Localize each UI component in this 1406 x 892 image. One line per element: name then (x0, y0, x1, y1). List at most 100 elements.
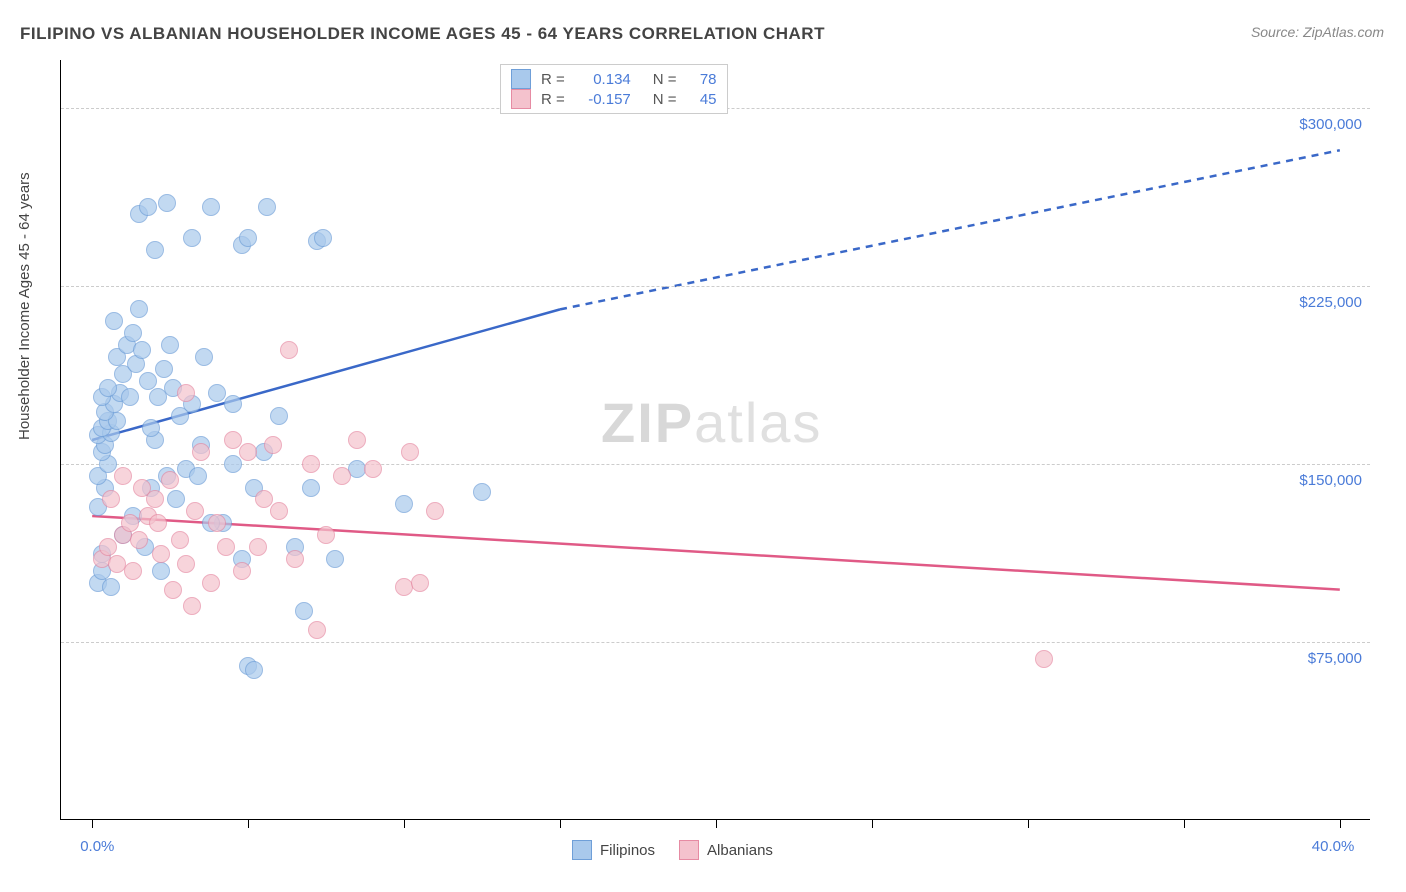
scatter-point (195, 348, 213, 366)
scatter-point (121, 514, 139, 532)
scatter-point (326, 550, 344, 568)
scatter-point (233, 562, 251, 580)
scatter-point (239, 229, 257, 247)
scatter-point (208, 384, 226, 402)
scatter-point (114, 467, 132, 485)
scatter-point (152, 545, 170, 563)
scatter-point (317, 526, 335, 544)
x-tick (1184, 820, 1185, 828)
scatter-point (167, 490, 185, 508)
x-tick (404, 820, 405, 828)
gridline (61, 286, 1370, 287)
scatter-point (239, 443, 257, 461)
x-tick (92, 820, 93, 828)
y-tick-label: $150,000 (1299, 472, 1362, 489)
scatter-point (333, 467, 351, 485)
correlation-legend: R = 0.134 N = 78R = -0.157 N = 45 (500, 64, 728, 114)
scatter-point (146, 241, 164, 259)
scatter-point (208, 514, 226, 532)
scatter-point (161, 336, 179, 354)
n-label: N = (653, 71, 677, 88)
scatter-point (124, 324, 142, 342)
scatter-point (99, 538, 117, 556)
scatter-point (202, 574, 220, 592)
scatter-point (186, 502, 204, 520)
trend-line (92, 516, 1340, 590)
x-tick-label: 0.0% (80, 838, 114, 855)
x-tick (716, 820, 717, 828)
scatter-point (130, 531, 148, 549)
scatter-point (133, 341, 151, 359)
legend-label: Albanians (707, 842, 773, 859)
scatter-point (177, 555, 195, 573)
scatter-point (133, 479, 151, 497)
legend-swatch (511, 69, 531, 89)
plot-area: ZIPatlas $75,000$150,000$225,000$300,000… (60, 60, 1370, 820)
scatter-point (308, 621, 326, 639)
scatter-point (177, 384, 195, 402)
scatter-point (224, 455, 242, 473)
scatter-point (124, 562, 142, 580)
gridline (61, 642, 1370, 643)
scatter-point (121, 388, 139, 406)
scatter-point (217, 538, 235, 556)
scatter-point (155, 360, 173, 378)
legend-item: Filipinos (572, 840, 655, 860)
scatter-point (224, 431, 242, 449)
scatter-point (302, 455, 320, 473)
scatter-point (102, 578, 120, 596)
scatter-point (295, 602, 313, 620)
scatter-point (183, 597, 201, 615)
x-tick-label: 40.0% (1312, 838, 1355, 855)
scatter-point (280, 341, 298, 359)
legend-item: Albanians (679, 840, 773, 860)
scatter-point (249, 538, 267, 556)
trend-lines (61, 60, 1371, 820)
n-value: 45 (687, 91, 717, 108)
scatter-point (192, 443, 210, 461)
gridline (61, 464, 1370, 465)
n-value: 78 (687, 71, 717, 88)
scatter-point (473, 483, 491, 501)
r-value: 0.134 (575, 71, 631, 88)
scatter-point (426, 502, 444, 520)
scatter-point (348, 431, 366, 449)
scatter-point (202, 198, 220, 216)
scatter-point (158, 194, 176, 212)
legend-row: R = 0.134 N = 78 (511, 69, 717, 89)
n-label: N = (653, 91, 677, 108)
scatter-point (395, 495, 413, 513)
legend-swatch (572, 840, 592, 860)
scatter-point (152, 562, 170, 580)
legend-swatch (511, 89, 531, 109)
scatter-point (364, 460, 382, 478)
scatter-point (149, 514, 167, 532)
x-tick (1028, 820, 1029, 828)
scatter-point (302, 479, 320, 497)
x-tick (1340, 820, 1341, 828)
scatter-point (255, 490, 273, 508)
scatter-point (411, 574, 429, 592)
scatter-point (164, 581, 182, 599)
scatter-point (314, 229, 332, 247)
scatter-point (130, 300, 148, 318)
scatter-point (264, 436, 282, 454)
r-value: -0.157 (575, 91, 631, 108)
scatter-point (1035, 650, 1053, 668)
scatter-point (189, 467, 207, 485)
r-label: R = (541, 71, 565, 88)
series-legend: Filipinos Albanians (572, 840, 773, 860)
scatter-point (258, 198, 276, 216)
x-tick (248, 820, 249, 828)
scatter-point (224, 395, 242, 413)
scatter-point (102, 490, 120, 508)
scatter-point (139, 198, 157, 216)
scatter-point (171, 531, 189, 549)
scatter-point (286, 550, 304, 568)
y-axis-label: Householder Income Ages 45 - 64 years (16, 172, 33, 440)
scatter-point (270, 407, 288, 425)
source-label: Source: ZipAtlas.com (1251, 24, 1384, 40)
scatter-point (183, 229, 201, 247)
scatter-point (161, 471, 179, 489)
legend-row: R =-0.157N =45 (511, 89, 717, 109)
